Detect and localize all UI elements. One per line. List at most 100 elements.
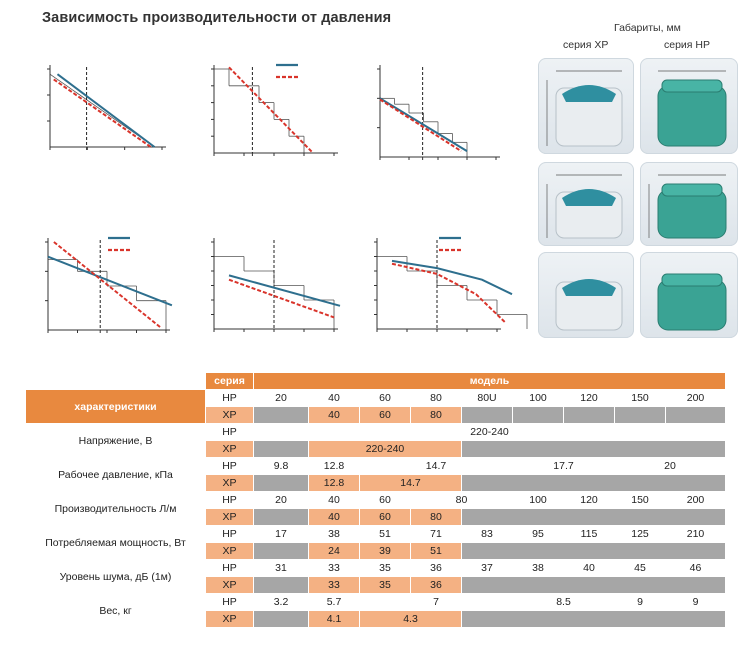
series-hp: HP — [205, 559, 254, 577]
spec-value: 45 — [614, 559, 666, 577]
model-cell-xp — [253, 406, 309, 424]
spec-value: 5.7 — [308, 593, 360, 611]
spec-value-xp — [461, 440, 726, 458]
spec-value: 38 — [512, 559, 564, 577]
spec-value: 8.5 — [512, 593, 615, 611]
spec-value: 14.7 — [359, 457, 513, 475]
spec-value: 80 — [410, 491, 513, 509]
hp-lid — [661, 273, 723, 287]
spec-value-xp — [253, 474, 309, 492]
spec-value: 150 — [614, 491, 666, 509]
model-cell-xp — [614, 406, 666, 424]
hp-body — [657, 279, 727, 331]
series-50hz — [379, 98, 462, 152]
model-cell: 100 — [512, 389, 564, 407]
spec-label: Вес, кг — [25, 593, 206, 628]
dimensions-title: Габариты, мм — [614, 22, 681, 34]
unit-illustration — [657, 273, 727, 331]
spec-value-xp: 24 — [308, 542, 360, 560]
hp-lid — [661, 79, 723, 93]
model-cell: 80U — [461, 389, 513, 407]
series-50hz — [228, 66, 314, 154]
spec-label: Уровень шума, дБ (1м) — [25, 559, 206, 594]
grid-step — [72, 89, 81, 96]
spec-value: 9 — [665, 593, 726, 611]
model-cell-xp: 80 — [410, 406, 462, 424]
series-xp: XP — [205, 542, 254, 560]
grid-step — [113, 118, 125, 127]
spec-value: 36 — [410, 559, 462, 577]
series-60hz — [228, 274, 341, 307]
spec-label: Рабочее давление, кПа — [25, 457, 206, 492]
model-cell-xp — [461, 406, 513, 424]
dimensions-col-hp: серия HP — [664, 39, 710, 51]
series-xp: XP — [205, 610, 254, 628]
series-hp: HP — [205, 491, 254, 509]
unit-illustration — [555, 279, 623, 331]
grid-step — [102, 110, 114, 119]
spec-value: 51 — [359, 525, 411, 543]
xp-top-cap — [562, 279, 616, 296]
hp-unit-photo — [640, 252, 738, 338]
spec-value-xp: 40 — [308, 508, 360, 526]
hp-unit-photo — [640, 162, 738, 246]
spec-value: 125 — [614, 525, 666, 543]
model-cell-xp — [512, 406, 564, 424]
spec-value: 12.8 — [308, 457, 360, 475]
spec-value: 3.2 — [253, 593, 309, 611]
hp-unit-photo — [640, 58, 738, 154]
spec-value-xp — [253, 440, 309, 458]
spec-value-xp: 4.3 — [359, 610, 462, 628]
spec-value-xp: 80 — [410, 508, 462, 526]
spec-value: 220-240 — [253, 423, 726, 441]
spec-value: 200 — [665, 491, 726, 509]
spec-value-xp — [253, 542, 309, 560]
series-60hz — [379, 97, 468, 152]
spec-value: 17.7 — [512, 457, 615, 475]
spec-value: 40 — [308, 491, 360, 509]
series-hp: HP — [205, 593, 254, 611]
spec-label: Производительность Л/м — [25, 491, 206, 526]
series-xp: XP — [205, 474, 254, 492]
spec-value: 46 — [665, 559, 726, 577]
spec-value: 7 — [359, 593, 513, 611]
unit-illustration — [546, 70, 623, 147]
spec-value: 40 — [563, 559, 615, 577]
model-cell-xp — [563, 406, 615, 424]
series-60hz — [391, 259, 513, 296]
series-hp: HP — [205, 525, 254, 543]
model-cell: 60 — [359, 389, 411, 407]
model-cell: 120 — [563, 389, 615, 407]
spec-value-xp — [253, 576, 309, 594]
chart-hp-100 — [45, 236, 173, 333]
spec-value-xp: 36 — [410, 576, 462, 594]
chart-hp-60 — [377, 65, 500, 160]
specs-table: серия модель характеристики HP 20 40 60 80 80U 10… — [25, 372, 726, 628]
unit-illustration — [657, 70, 727, 147]
series-header: серия — [205, 372, 254, 390]
spec-value: 37 — [461, 559, 513, 577]
hp-body — [657, 85, 727, 147]
spec-value: 20 — [253, 491, 309, 509]
hp-lid — [661, 183, 723, 197]
spec-label: Потребляемая мощность, Вт — [25, 525, 206, 560]
spec-value: 31 — [253, 559, 309, 577]
spec-value: 210 — [665, 525, 726, 543]
xp-unit-photo — [538, 58, 634, 154]
spec-value-xp: 33 — [308, 576, 360, 594]
xp-unit-photo — [538, 162, 634, 246]
model-cell-xp: 40 — [308, 406, 360, 424]
grid-step — [79, 94, 92, 104]
spec-value: 100 — [512, 491, 564, 509]
model-cell: 150 — [614, 389, 666, 407]
model-cell-xp — [665, 406, 726, 424]
model-cell-xp: 60 — [359, 406, 411, 424]
spec-value-xp: 60 — [359, 508, 411, 526]
spec-value-xp — [461, 610, 726, 628]
unit-illustration — [546, 174, 623, 239]
table-corner — [25, 372, 206, 390]
spec-value: 9.8 — [253, 457, 309, 475]
spec-value-xp — [253, 508, 309, 526]
spec-value-xp: 14.7 — [359, 474, 462, 492]
spec-value: 20 — [614, 457, 726, 475]
